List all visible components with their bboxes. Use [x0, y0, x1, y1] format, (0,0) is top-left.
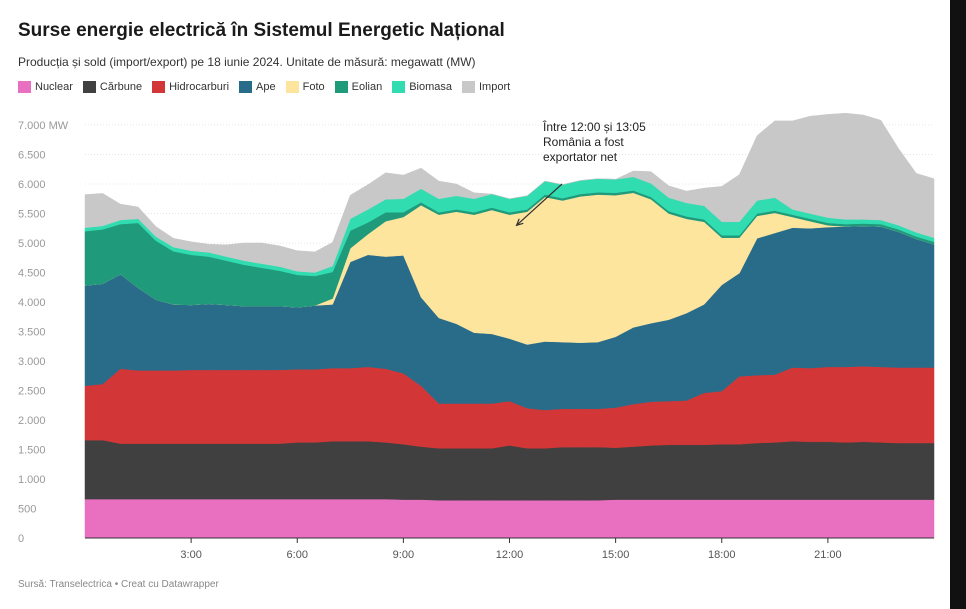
legend: Nuclear Cărbune Hidrocarburi Ape Foto Eolian B…: [18, 81, 520, 93]
legend-swatch: [152, 81, 166, 93]
y-tick-label: 6.000: [18, 179, 46, 191]
x-tick-label: 18:00: [708, 549, 736, 561]
area-import: [84, 112, 935, 273]
legend-item: Ape: [239, 81, 276, 93]
legend-swatch: [82, 81, 96, 93]
chart-subtitle: Producția și sold (import/export) pe 18 …: [18, 55, 476, 69]
y-tick-label: 0: [18, 533, 24, 545]
legend-label: Cărbune: [99, 81, 143, 93]
legend-item: Foto: [285, 81, 325, 93]
legend-label: Hidrocarburi: [169, 81, 230, 93]
legend-item: Biomasa: [392, 81, 452, 93]
area-cărbune: [84, 439, 935, 501]
y-tick-label: 3.000: [18, 356, 46, 368]
y-tick-label: 500: [18, 504, 36, 516]
x-tick-label: 21:00: [814, 549, 842, 561]
legend-item: Nuclear: [18, 81, 73, 93]
chart-title: Surse energie electrică în Sistemul Ener…: [18, 20, 505, 41]
y-tick-label: 3.500: [18, 327, 46, 339]
source-note: Sursă: Transelectrica • Creat cu Datawra…: [18, 579, 219, 590]
y-tick-label: 5.000: [18, 238, 46, 250]
legend-label: Nuclear: [35, 81, 73, 93]
legend-swatch: [239, 81, 253, 93]
legend-swatch: [285, 81, 299, 93]
legend-label: Eolian: [351, 81, 383, 93]
area-nuclear: [84, 498, 935, 539]
y-tick-label: 4.000: [18, 297, 46, 309]
y-tick-label: 1.000: [18, 474, 46, 486]
x-tick-label: 6:00: [287, 549, 308, 561]
x-tick-label: 9:00: [393, 549, 414, 561]
annotation-text: Între 12:00 și 13:05: [542, 119, 646, 134]
annotation-text: România a fost: [543, 135, 624, 149]
legend-item: Cărbune: [82, 81, 143, 93]
y-tick-label: 2.000: [18, 415, 46, 427]
legend-swatch: [18, 81, 31, 93]
x-tick-label: 3:00: [180, 549, 201, 561]
legend-item: Hidrocarburi: [152, 81, 229, 93]
x-tick-label: 15:00: [602, 549, 630, 561]
y-tick-label: 7.000 MW: [18, 120, 69, 132]
legend-item: Import: [462, 81, 510, 93]
y-tick-label: 4.500: [18, 268, 46, 280]
annotation-arrowhead: [515, 218, 524, 227]
legend-label: Ape: [256, 81, 276, 93]
legend-item: Eolian: [334, 81, 383, 93]
legend-swatch: [462, 81, 475, 93]
legend-swatch: [334, 81, 348, 93]
x-tick-label: 12:00: [496, 549, 524, 561]
annotation-text: exportator net: [543, 150, 618, 164]
annotation-arrow: [516, 183, 563, 226]
y-tick-label: 1.500: [18, 445, 46, 457]
legend-label: Biomasa: [409, 81, 452, 93]
legend-swatch: [392, 81, 406, 93]
window-edge: [950, 0, 966, 609]
y-tick-label: 6.500: [18, 150, 46, 162]
y-tick-label: 2.500: [18, 386, 46, 398]
legend-label: Import: [479, 81, 511, 93]
y-tick-label: 5.500: [18, 209, 46, 221]
legend-label: Foto: [302, 81, 325, 93]
